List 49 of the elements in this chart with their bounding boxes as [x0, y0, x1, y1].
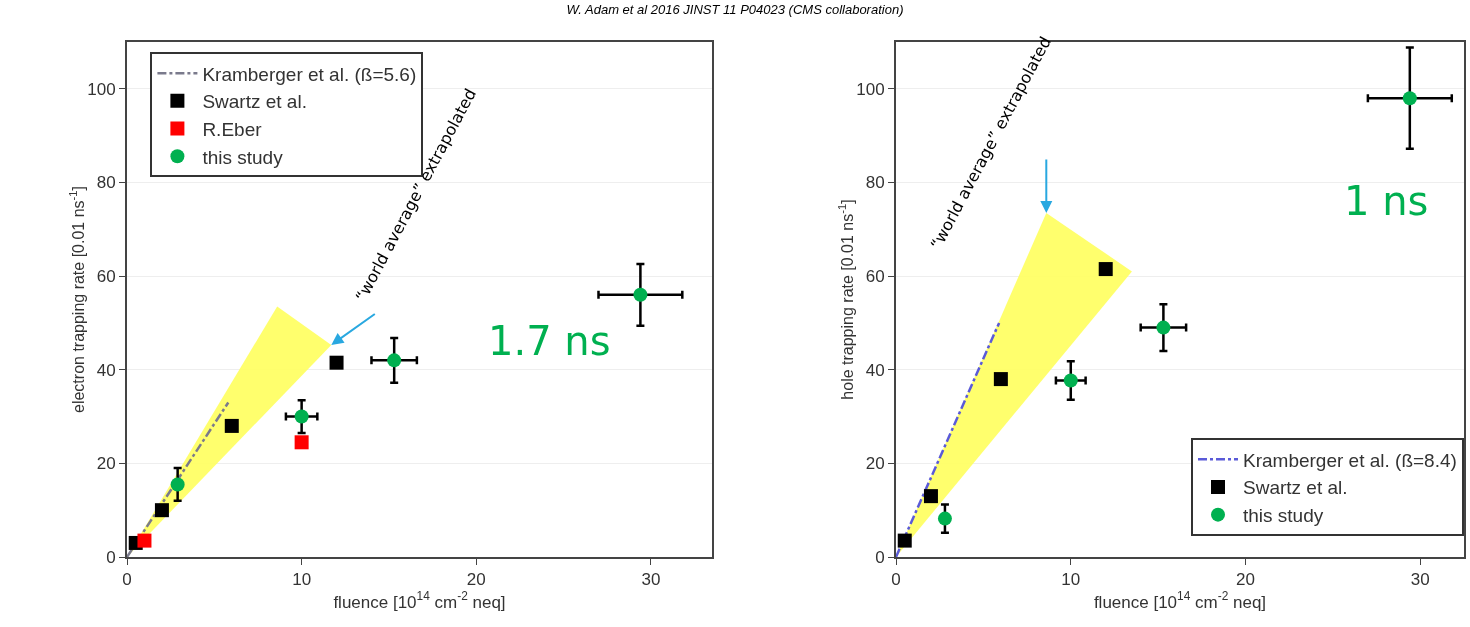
y-tick-label: 100 — [856, 79, 885, 99]
annotation: 1 ns — [1344, 178, 1429, 224]
point — [897, 533, 912, 548]
y-tick-label: 80 — [865, 173, 885, 193]
legend-label: Swartz et al. — [202, 91, 307, 113]
x-tick-label: 10 — [292, 570, 312, 590]
y-tick-label: 60 — [96, 267, 116, 287]
legend-label: this study — [202, 146, 284, 168]
point — [329, 355, 344, 370]
y-tick-label: 40 — [96, 360, 116, 380]
x-tick-label: 0 — [891, 570, 901, 590]
annotation: 1.7 ns — [488, 318, 611, 364]
x-axis-title: fluence [10$^{14}$ cm$^{-2}$ neq] — [333, 589, 506, 612]
x-tick-label: 20 — [1236, 570, 1255, 590]
point — [170, 477, 185, 492]
point — [1098, 262, 1113, 277]
point — [923, 489, 938, 504]
y-tick-label: 100 — [87, 79, 116, 99]
legend-label: Kramberger et al. (ß=8.4) — [1243, 449, 1457, 471]
x-tick-label: 0 — [122, 570, 132, 590]
x-tick-label: 30 — [641, 570, 661, 590]
legend-label: R.Eber — [202, 118, 263, 140]
point — [633, 287, 648, 302]
point — [993, 372, 1008, 387]
x-tick-label: 10 — [1061, 570, 1081, 590]
point — [154, 503, 169, 518]
point — [224, 418, 239, 433]
y-tick-label: 20 — [865, 454, 885, 474]
chart-title: W. Adam et al 2016 JINST 11 P04023 (CMS collaboration) — [565, 2, 905, 17]
y-tick-label: 60 — [865, 267, 885, 287]
point — [1156, 320, 1171, 335]
point — [937, 511, 952, 526]
y-tick-label: 0 — [875, 547, 885, 567]
point — [387, 353, 402, 368]
y-tick-label: 80 — [96, 173, 116, 193]
y-tick-label: 40 — [865, 360, 885, 380]
point — [294, 409, 309, 424]
y-tick-label: 20 — [96, 454, 116, 474]
point — [294, 435, 309, 450]
legend-label: this study — [1243, 505, 1324, 527]
x-axis-title: fluence [10$^{14}$ cm$^{-2}$ neq] — [1093, 589, 1267, 612]
legend-label: Kramberger et al. (ß=5.6) — [202, 63, 417, 85]
point — [1063, 373, 1078, 388]
point — [137, 533, 152, 548]
x-tick-label: 20 — [466, 570, 486, 590]
y-tick-label: 0 — [106, 547, 116, 567]
legend-label: Swartz et al. — [1243, 477, 1348, 499]
point — [1402, 91, 1417, 106]
x-tick-label: 30 — [1410, 570, 1430, 590]
